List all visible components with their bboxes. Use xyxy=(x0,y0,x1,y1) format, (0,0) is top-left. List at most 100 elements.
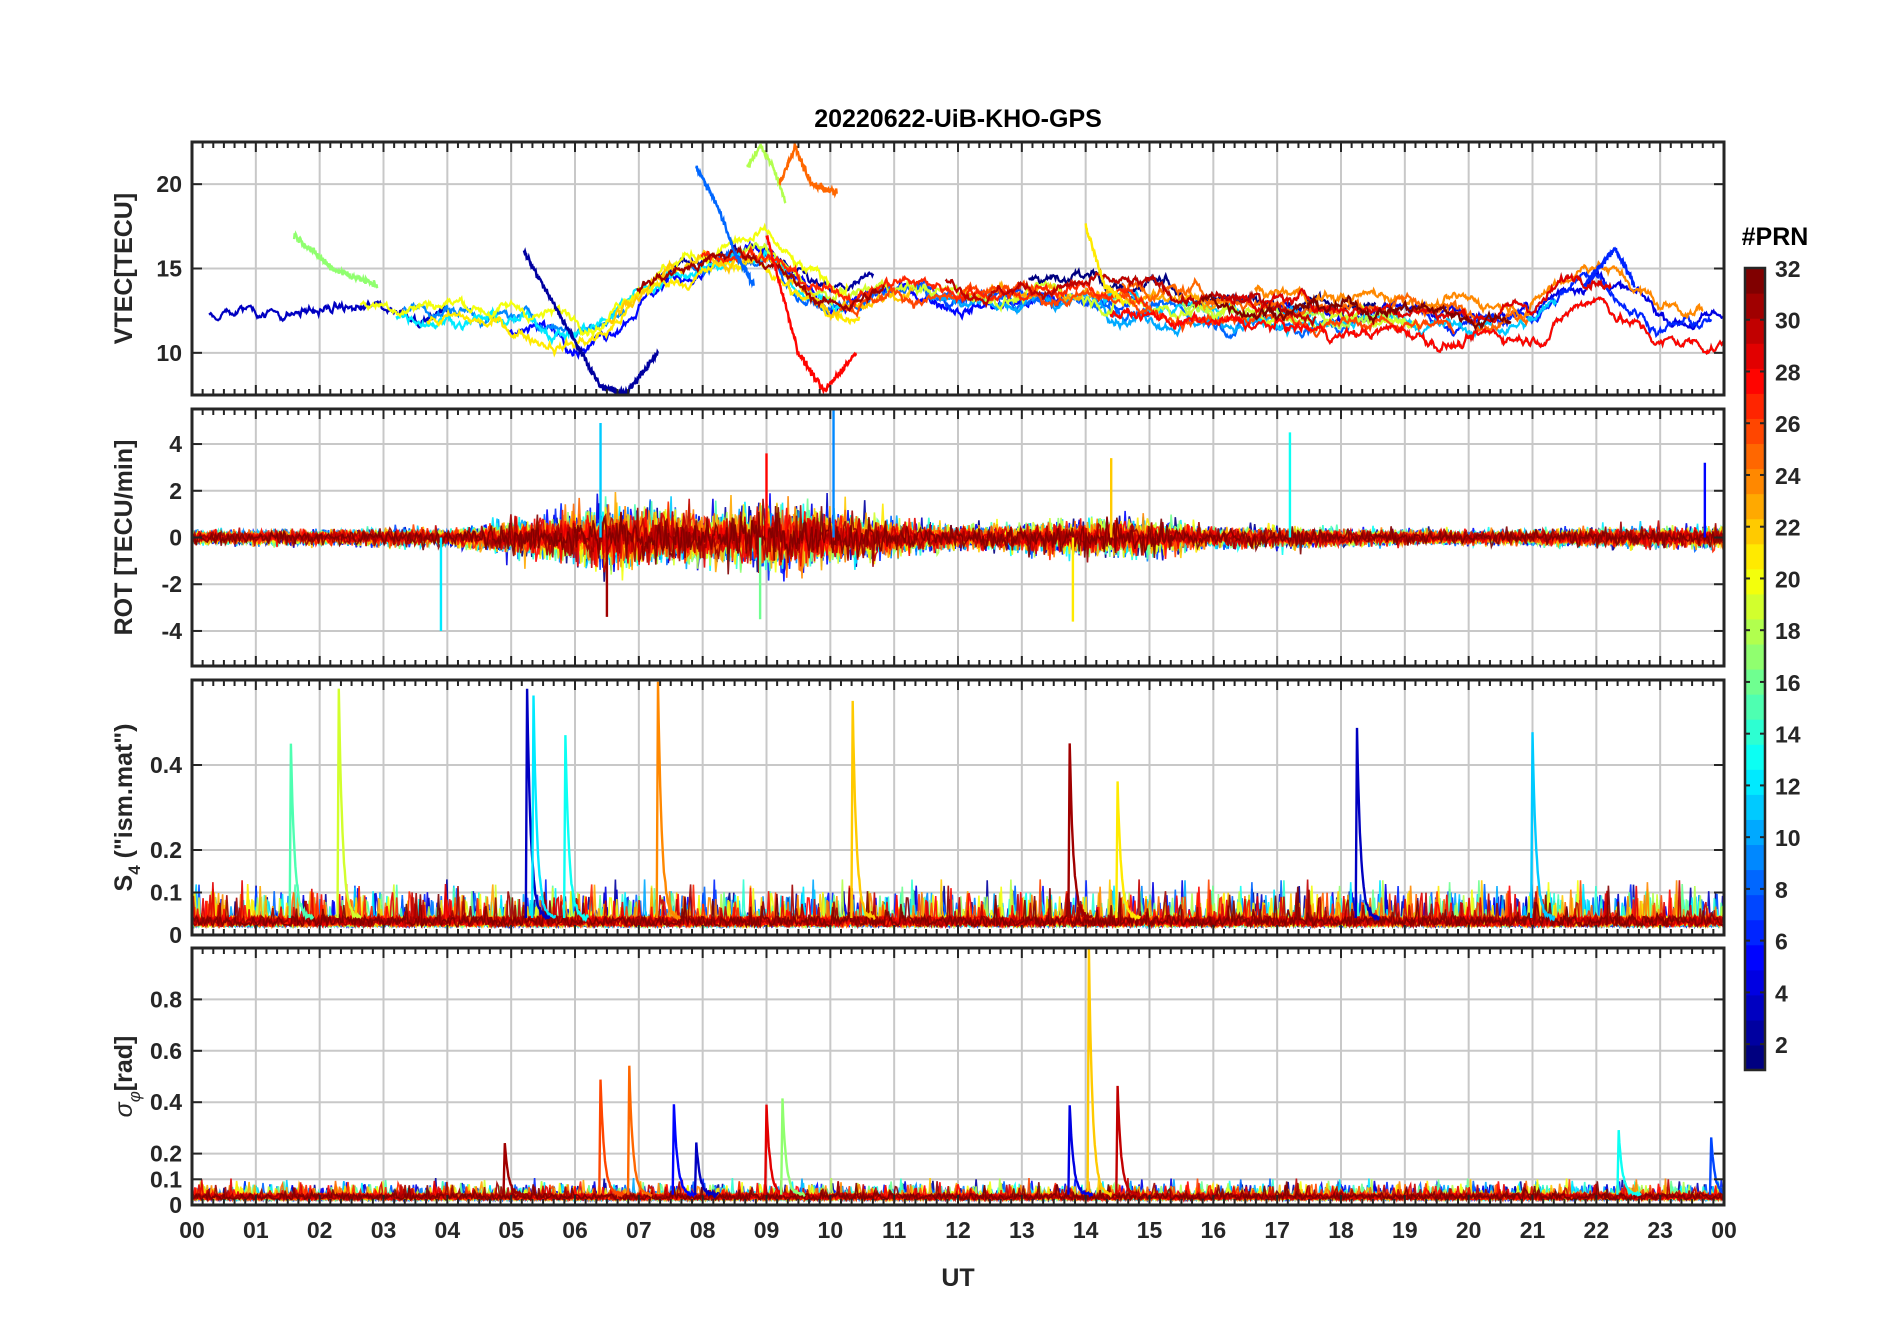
feature-trace-2 xyxy=(778,142,838,199)
colorbar-swatch xyxy=(1745,443,1765,470)
colorbar-swatch xyxy=(1745,418,1765,445)
y-axis-label: σφ[rad] xyxy=(110,1036,144,1118)
colorbar-swatch xyxy=(1745,1019,1765,1046)
colorbar-swatch xyxy=(1745,794,1765,820)
x-tick-label: 15 xyxy=(1137,1217,1163,1243)
x-tick-label: 23 xyxy=(1647,1217,1673,1243)
colorbar-swatch xyxy=(1745,744,1765,770)
series-prn-25 xyxy=(1121,276,1529,337)
rot-panel: -4 -2 0 2 4 ROT [TECU/min] xyxy=(110,407,1726,668)
series-group xyxy=(208,142,1724,395)
colorbar-swatch xyxy=(1745,919,1765,946)
colorbar-swatch xyxy=(1745,1044,1765,1071)
ticks xyxy=(191,948,1725,1206)
colorbar-tick-label: 2 xyxy=(1775,1032,1788,1058)
y-tick-label: 10 xyxy=(156,340,182,366)
colorbar-tick-label: 30 xyxy=(1775,308,1801,334)
series-prn-32 xyxy=(192,505,1724,575)
axes-frame xyxy=(190,678,1726,937)
colorbar-tick-label: 14 xyxy=(1775,722,1801,748)
series-prn-26 xyxy=(838,279,1455,339)
x-tick-label: 12 xyxy=(945,1217,971,1243)
colorbar-swatch xyxy=(1745,543,1765,570)
s4-panel: 0 0.1 0.2 0.4S4 ("ism.mat") xyxy=(110,678,1726,948)
feature-trace-3 xyxy=(522,247,660,395)
spike-8 xyxy=(1616,1130,1642,1197)
spike-0 xyxy=(288,743,315,921)
spike-4 xyxy=(671,1104,698,1198)
colorbar-title: #PRN xyxy=(1742,223,1809,251)
spike-10 xyxy=(502,1142,528,1198)
spike-3 xyxy=(531,695,557,919)
y-tick-label: 4 xyxy=(169,431,182,457)
x-tick-label: 00 xyxy=(1711,1217,1737,1243)
colorbar-tick-label: 20 xyxy=(1775,566,1801,592)
colorbar-swatch xyxy=(1745,368,1765,394)
ticks xyxy=(191,409,1725,666)
x-tick-label: 06 xyxy=(562,1217,588,1243)
series-group xyxy=(192,409,1724,631)
colorbar-swatch xyxy=(1745,468,1765,495)
colorbar-swatch xyxy=(1745,894,1765,921)
colorbar-swatch xyxy=(1745,694,1765,720)
colorbar-frame xyxy=(1743,266,1767,1072)
x-tick-label: 07 xyxy=(626,1217,652,1243)
series-prn-32 xyxy=(1200,293,1512,332)
spike-9 xyxy=(1354,727,1380,922)
y-tick-label: 0.4 xyxy=(150,752,182,778)
colorbar-swatch xyxy=(1745,844,1765,871)
y-tick-label: 0.1 xyxy=(150,880,182,906)
x-tick-label: 01 xyxy=(243,1217,269,1243)
spike-5 xyxy=(764,1104,790,1197)
x-tick-label: 11 xyxy=(882,1217,907,1243)
grid xyxy=(192,948,1724,1205)
x-axis-label: UT xyxy=(941,1264,974,1292)
colorbar-tick-label: 28 xyxy=(1775,359,1801,385)
spike-7 xyxy=(1067,1105,1094,1198)
x-tick-label: 17 xyxy=(1264,1217,1290,1243)
colorbar-swatch xyxy=(1745,493,1765,520)
spike-2 xyxy=(598,1079,625,1198)
x-tick-label: 18 xyxy=(1328,1217,1354,1243)
feature-trace-0 xyxy=(695,165,755,289)
series-prn-32 xyxy=(192,885,1724,930)
colorbar-swatch xyxy=(1745,593,1765,620)
y-tick-label: 0.4 xyxy=(150,1089,182,1115)
feature-trace-7 xyxy=(1084,223,1126,308)
y-axis-label: S4 ("ism.mat") xyxy=(110,724,144,892)
y-tick-label: 15 xyxy=(156,256,182,282)
axes-frame xyxy=(190,140,1726,397)
colorbar-tick-label: 18 xyxy=(1775,618,1801,644)
spike-1 xyxy=(336,688,362,920)
y-axis-label: ROT [TECU/min] xyxy=(110,440,138,636)
y-tick-label: -4 xyxy=(162,618,183,644)
series-prn-3 xyxy=(208,299,452,329)
colorbar-swatch xyxy=(1745,618,1765,645)
x-tick-label: 02 xyxy=(307,1217,333,1243)
feature-trace-6 xyxy=(1583,246,1636,288)
x-tick-label: 20 xyxy=(1456,1217,1482,1243)
x-tick-label: 09 xyxy=(754,1217,780,1243)
x-tick-label: 22 xyxy=(1584,1217,1610,1243)
colorbar-tick-label: 4 xyxy=(1775,980,1788,1006)
vtec-panel: 10 15 20 VTEC[TECU] xyxy=(110,140,1726,397)
x-tick-label: 03 xyxy=(371,1217,397,1243)
sigma-phi-panel: 00.10.2 0.4 0.6 0.8σφ[rad] xyxy=(110,946,1726,1218)
colorbar-swatch xyxy=(1745,769,1765,795)
colorbar-swatch xyxy=(1745,869,1765,896)
colorbar-swatch xyxy=(1745,268,1765,294)
spike-6 xyxy=(850,700,876,921)
colorbar-swatch xyxy=(1745,518,1765,545)
y-tick-label: 0 xyxy=(169,1192,182,1218)
axes-frame xyxy=(190,407,1726,668)
colorbar-tick-label: 22 xyxy=(1775,515,1801,541)
y-axis-label: VTEC[TECU] xyxy=(110,193,138,344)
colorbar-tick-label: 16 xyxy=(1775,670,1801,696)
chart-title: 20220622-UiB-KHO-GPS xyxy=(814,105,1102,133)
series-prn-28 xyxy=(1109,296,1724,356)
y-tick-label: -2 xyxy=(162,571,182,597)
spike-0 xyxy=(1086,948,1113,1198)
colorbar-swatch xyxy=(1745,318,1765,344)
